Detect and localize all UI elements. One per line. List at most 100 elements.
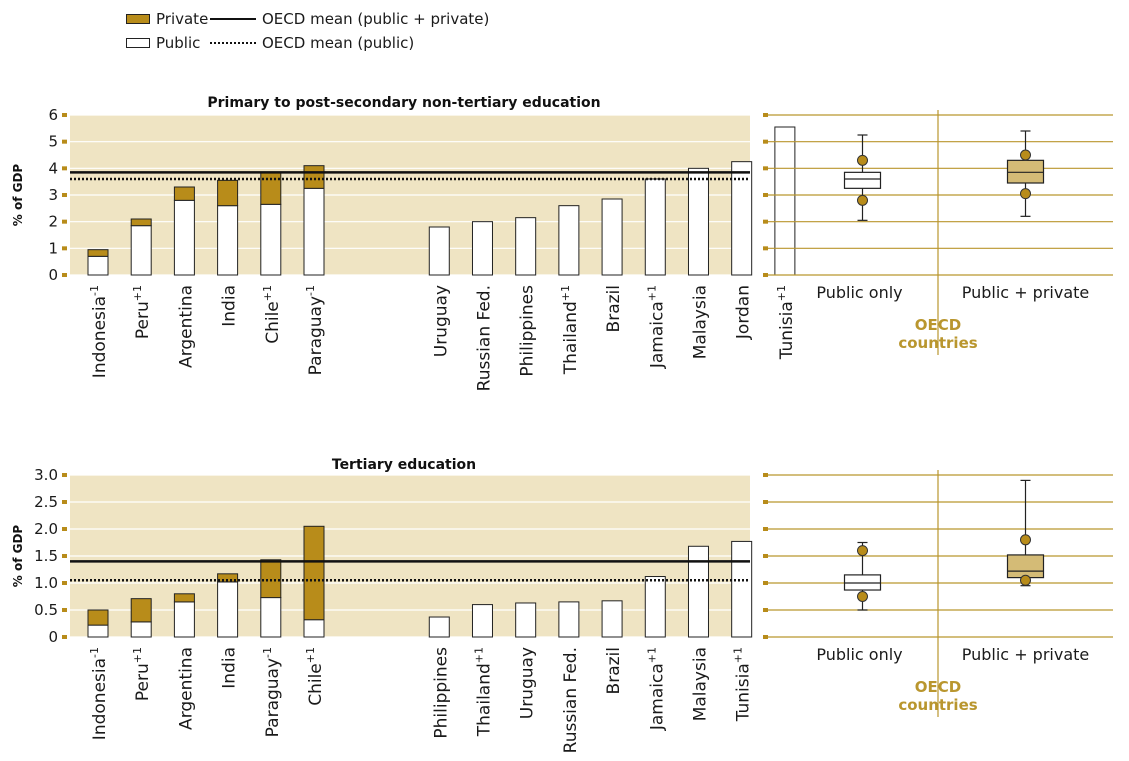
box-category-label: Public + private — [962, 283, 1090, 302]
box-tick-mark — [763, 581, 768, 585]
bar-private — [87, 609, 109, 626]
legend-item-private: Private — [126, 7, 208, 31]
oecd-countries-label: countries — [898, 696, 977, 714]
y-tick-label: 6 — [48, 106, 58, 124]
y-tick-label: 0 — [48, 266, 58, 284]
box-tick-mark — [763, 113, 768, 117]
box-tick-mark — [763, 608, 768, 612]
x-tick-label: Uruguay — [431, 285, 451, 357]
x-tick-label: Peru+1 — [131, 647, 153, 701]
y-tick-label: 1.5 — [34, 547, 58, 565]
legend-line-dotted — [210, 42, 256, 44]
box-tick-mark — [763, 219, 768, 224]
bar-public — [303, 187, 325, 276]
bar-private — [217, 179, 239, 207]
chart-legend: Private Public — [126, 7, 208, 55]
y-tick-mark — [62, 473, 67, 477]
chart-title: Tertiary education — [332, 457, 476, 473]
x-tick-label: Indonesia-1 — [88, 647, 110, 740]
legend-label-mean-public: OECD mean (public) — [262, 34, 415, 52]
bar-private — [260, 559, 282, 599]
legend-line-solid — [210, 18, 256, 20]
y-tick-label: 3 — [48, 186, 58, 204]
x-tick-label: Indonesia-1 — [88, 285, 110, 378]
box-iqr — [843, 171, 882, 189]
x-tick-label: Argentina — [176, 647, 196, 730]
bar-private — [130, 598, 152, 623]
bar-public — [87, 255, 109, 276]
x-tick-label: Jamaica+1 — [645, 647, 667, 731]
box-tick-mark — [763, 527, 768, 531]
box-tick-mark — [763, 139, 768, 144]
legend-item-public: Public — [126, 31, 208, 55]
bar-public — [558, 205, 580, 276]
bar-public — [428, 616, 450, 638]
bar-public — [601, 198, 623, 276]
box-dot — [857, 591, 868, 602]
box-dot — [857, 194, 868, 206]
y-tick-mark — [62, 635, 67, 639]
x-tick-label: Malaysia — [690, 285, 710, 359]
box-iqr — [1006, 159, 1045, 184]
legend-swatch-private — [126, 14, 150, 24]
box-dot — [857, 545, 868, 557]
bar-public — [515, 602, 537, 638]
legend-swatch-public — [126, 38, 150, 48]
x-tick-label: India — [220, 285, 240, 327]
box-dot — [1020, 149, 1031, 161]
y-tick-mark — [62, 500, 67, 504]
box-category-label: Public + private — [962, 645, 1090, 664]
oecd-countries-label: OECD — [915, 678, 961, 696]
box-dot — [857, 154, 868, 166]
x-tick-label: Russian Fed. — [474, 285, 494, 391]
legend-label-public: Public — [156, 34, 201, 52]
box-dot — [1020, 188, 1031, 200]
bar-public — [687, 545, 709, 638]
box-tick-mark — [763, 473, 768, 477]
y-tick-mark — [62, 219, 67, 224]
x-tick-label: Argentina — [176, 285, 196, 368]
y-tick-label: 4 — [48, 159, 58, 177]
y-axis-label: % of GDP — [11, 525, 25, 588]
bar-public — [428, 226, 450, 276]
bar-public — [87, 624, 109, 638]
y-tick-label: 2 — [48, 213, 58, 231]
bar-public — [558, 601, 580, 638]
x-tick-label: Chile+1 — [261, 285, 283, 344]
chart-legend-means: OECD mean (public + private) OECD mean (… — [210, 7, 489, 55]
x-tick-label: India — [220, 647, 240, 689]
x-tick-label: Brazil — [604, 647, 624, 694]
bar-public — [774, 126, 796, 276]
box-iqr — [1006, 554, 1045, 579]
bar-public — [217, 581, 239, 638]
x-tick-label: Jamaica+1 — [645, 285, 667, 369]
bar-public — [130, 621, 152, 638]
legend-label-private: Private — [156, 10, 209, 28]
box-tick-mark — [763, 500, 768, 504]
box-dot — [1020, 534, 1031, 546]
y-tick-mark — [62, 527, 67, 531]
x-tick-label: Philippines — [431, 647, 451, 739]
bar-public — [217, 205, 239, 276]
oecd-countries-label: countries — [898, 334, 977, 352]
bar-public — [260, 597, 282, 638]
box-tick-mark — [763, 246, 768, 251]
y-tick-label: 5 — [48, 133, 58, 151]
bar-public — [303, 619, 325, 638]
oecd-countries-label: OECD — [915, 316, 961, 334]
legend-item-mean-public: OECD mean (public) — [210, 31, 489, 55]
y-tick-label: 3.0 — [34, 466, 58, 484]
x-tick-label: Thailand+1 — [559, 285, 581, 375]
legend-label-mean-total: OECD mean (public + private) — [262, 10, 490, 28]
chart-panel-1: 0 1 2 3 4 5 6 Primary to post-secondary non-ter… — [11, 95, 1113, 391]
bar-private — [303, 525, 325, 621]
box-dot — [1020, 574, 1031, 586]
bar-public — [731, 540, 753, 638]
bar-private — [130, 218, 152, 227]
y-axis-label: % of GDP — [11, 164, 25, 227]
x-tick-label: Peru+1 — [131, 285, 153, 339]
x-tick-label: Thailand+1 — [472, 647, 494, 737]
bar-private — [87, 249, 109, 257]
